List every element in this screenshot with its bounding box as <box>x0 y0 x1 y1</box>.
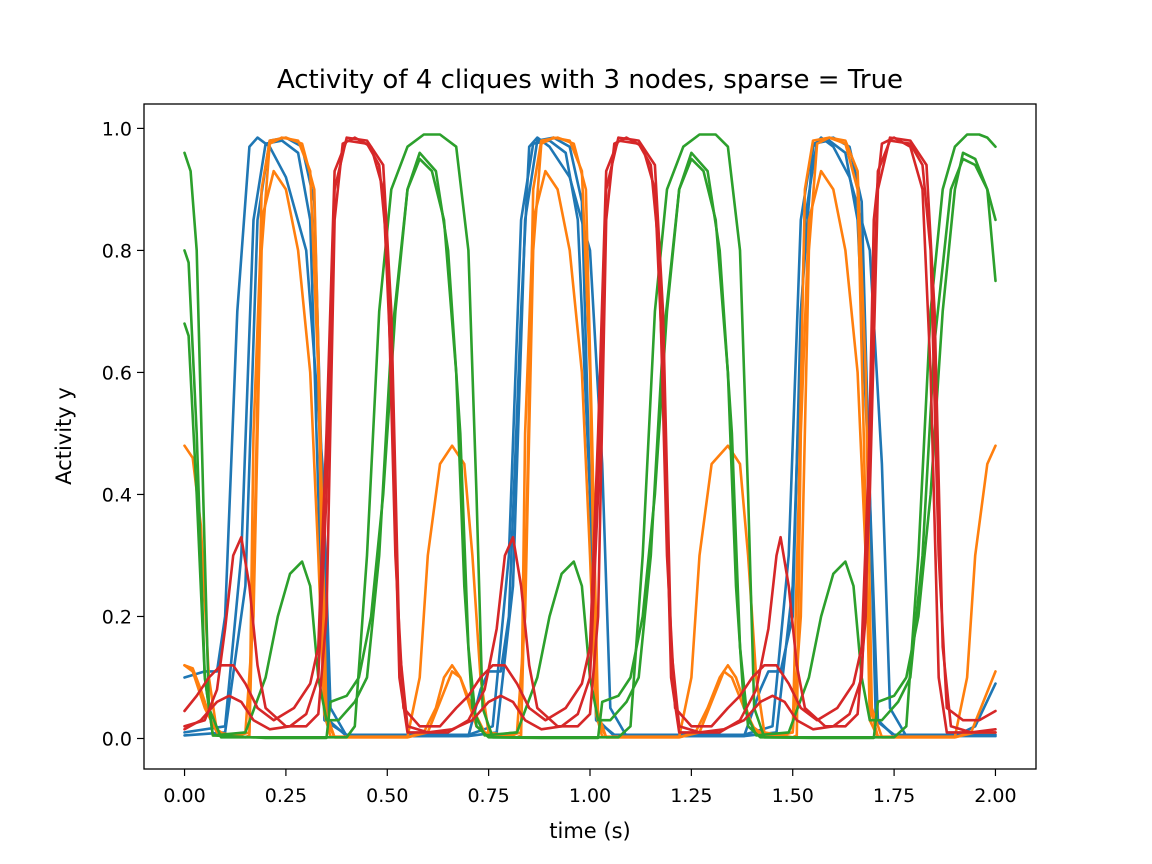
x-axis-label: time (s) <box>549 819 630 843</box>
series-line-8 <box>183 151 997 740</box>
y-tick-label: 0.6 <box>102 362 132 384</box>
x-tick-label: 1.25 <box>670 785 712 807</box>
x-axis: 0.00 0.25 0.50 0.75 1.00 1.25 1.50 1.75 2.00 <box>163 769 1017 807</box>
y-tick-label: 0.8 <box>102 240 132 262</box>
y-tick-label: 0.2 <box>102 606 132 628</box>
y-tick-label: 0.0 <box>102 728 132 750</box>
y-tick-label: 0.4 <box>102 484 132 506</box>
y-tick-label: 1.0 <box>102 118 132 140</box>
y-axis-label: Activity y <box>52 387 76 485</box>
y-axis: 0.0 0.2 0.4 0.6 0.8 1.0 <box>102 118 144 750</box>
series-line-6 <box>183 136 997 739</box>
series-line-2 <box>183 139 997 737</box>
x-tick-label: 0.25 <box>265 785 307 807</box>
x-tick-label: 0.75 <box>467 785 509 807</box>
chart-title: Activity of 4 cliques with 3 nodes, spar… <box>277 65 903 95</box>
series-line-12 <box>183 136 997 734</box>
x-tick-label: 0.00 <box>163 785 205 807</box>
series-line-1 <box>183 136 997 738</box>
series-line-4 <box>183 169 997 739</box>
series-line-11 <box>183 139 997 728</box>
series-line-10 <box>183 136 997 734</box>
series-layer <box>183 133 997 740</box>
x-tick-label: 1.75 <box>873 785 915 807</box>
x-tick-label: 0.50 <box>366 785 408 807</box>
x-tick-label: 2.00 <box>974 785 1016 807</box>
x-tick-label: 1.00 <box>569 785 611 807</box>
x-tick-label: 1.50 <box>772 785 814 807</box>
